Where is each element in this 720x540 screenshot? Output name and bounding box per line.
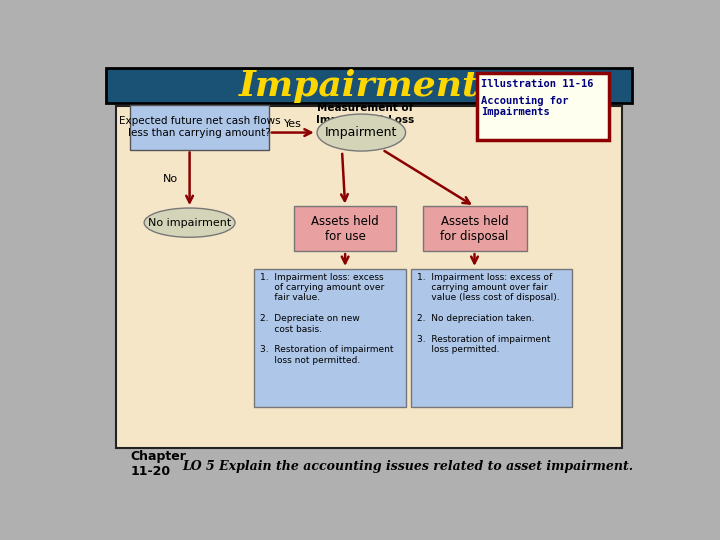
FancyBboxPatch shape — [477, 72, 609, 140]
Text: Recoverability Test: Recoverability Test — [135, 112, 248, 122]
FancyBboxPatch shape — [117, 106, 621, 448]
Text: Assets held
for use: Assets held for use — [311, 215, 379, 243]
Text: Expected future net cash flows
less than carrying amount?: Expected future net cash flows less than… — [119, 117, 280, 138]
Text: No: No — [163, 174, 178, 184]
Text: Chapter
11-20: Chapter 11-20 — [130, 450, 186, 478]
Text: 1.  Impairment loss: excess
     of carrying amount over
     fair value.

2.  D: 1. Impairment loss: excess of carrying a… — [260, 273, 393, 365]
Text: No impairment: No impairment — [148, 218, 231, 228]
Ellipse shape — [144, 208, 235, 237]
Text: 1.  Impairment loss: excess of
     carrying amount over fair
     value (less c: 1. Impairment loss: excess of carrying a… — [417, 273, 559, 354]
Text: Assets held
for disposal: Assets held for disposal — [441, 215, 508, 243]
Text: Yes: Yes — [284, 119, 302, 129]
FancyBboxPatch shape — [253, 269, 406, 408]
Text: LO 5 Explain the accounting issues related to asset impairment.: LO 5 Explain the accounting issues relat… — [182, 460, 633, 473]
Text: Impairments: Impairments — [238, 69, 500, 103]
FancyBboxPatch shape — [423, 206, 527, 251]
FancyBboxPatch shape — [294, 206, 396, 251]
Text: Accounting for
Impairments: Accounting for Impairments — [482, 96, 569, 117]
Text: Measurement of
Impairment Loss: Measurement of Impairment Loss — [316, 103, 414, 125]
FancyBboxPatch shape — [130, 105, 269, 150]
Ellipse shape — [317, 114, 405, 151]
Text: Illustration 11-16: Illustration 11-16 — [482, 79, 594, 89]
FancyBboxPatch shape — [411, 269, 572, 408]
FancyBboxPatch shape — [106, 68, 632, 103]
Text: Impairment: Impairment — [325, 126, 397, 139]
